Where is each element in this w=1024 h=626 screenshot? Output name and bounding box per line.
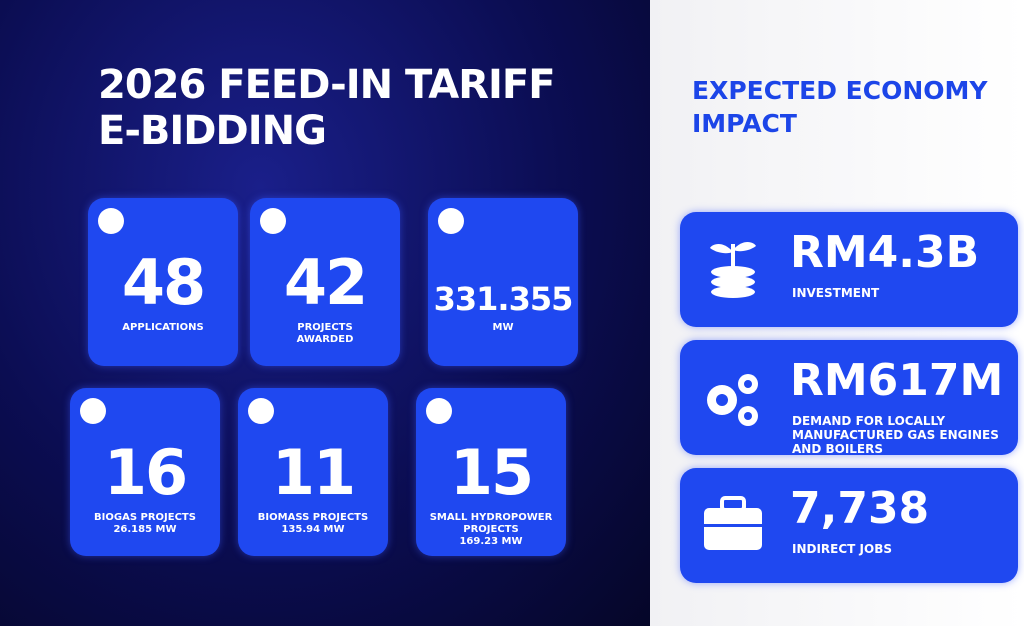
stat-label: SMALL HYDROPOWER PROJECTS 169.23 MW [416, 512, 566, 548]
stat-label: BIOGAS PROJECTS 26.185 MW [70, 512, 220, 536]
impact-label: INDIRECT JOBS [792, 542, 892, 556]
right-panel: EXPECTED ECONOMY IMPACT RM4.3B INVESTMENT… [650, 0, 1024, 626]
label-line: INDIRECT JOBS [792, 542, 892, 556]
impact-value: RM4.3B [790, 227, 980, 278]
stat-card: 16 BIOGAS PROJECTS 26.185 MW [70, 388, 220, 556]
label-line: SMALL HYDROPOWER [429, 512, 553, 523]
label-line: MANUFACTURED GAS ENGINES [792, 428, 999, 442]
label-line: PROJECTS [463, 524, 519, 535]
stat-value: 16 [103, 436, 188, 509]
right-title: EXPECTED ECONOMY IMPACT [692, 74, 988, 140]
left-panel: 2026 FEED-IN TARIFF E-BIDDING 48 APPLICAT… [0, 0, 650, 626]
stat-card: 331.355 MW [428, 198, 578, 366]
card-icon [438, 208, 464, 234]
card-icon [260, 208, 286, 234]
label-line: 169.23 MW [459, 536, 523, 547]
stat-value: 11 [271, 436, 356, 509]
impact-label: DEMAND FOR LOCALLY MANUFACTURED GAS ENGIN… [792, 414, 999, 456]
card-icon [248, 398, 274, 424]
stat-card: 15 SMALL HYDROPOWER PROJECTS 169.23 MW [416, 388, 566, 556]
stat-value: 15 [449, 436, 534, 509]
gears-icon [707, 374, 758, 426]
title-line: EXPECTED ECONOMY [692, 76, 988, 105]
label-line: 26.185 MW [113, 524, 177, 535]
card-icon [80, 398, 106, 424]
title-line: IMPACT [692, 109, 797, 138]
label-line: MW [492, 322, 514, 333]
impact-card: RM4.3B INVESTMENT [680, 212, 1018, 327]
left-title: 2026 FEED-IN TARIFF E-BIDDING [98, 62, 556, 154]
stat-label: PROJECTS AWARDED [250, 322, 400, 346]
label-line: PROJECTS [297, 322, 353, 333]
stat-value: 48 [121, 246, 206, 319]
label-line: BIOGAS PROJECTS [94, 512, 196, 523]
impact-value: RM617M [790, 355, 1004, 406]
stat-card: 42 PROJECTS AWARDED [250, 198, 400, 366]
stat-card: 48 APPLICATIONS [88, 198, 238, 366]
label-line: AWARDED [296, 334, 354, 345]
label-line: BIOMASS PROJECTS [257, 512, 369, 523]
stat-label: BIOMASS PROJECTS 135.94 MW [238, 512, 388, 536]
title-line: 2026 FEED-IN TARIFF [98, 62, 556, 108]
stat-value: 331.355 [433, 280, 574, 318]
impact-value: 7,738 [790, 483, 930, 534]
label-line: APPLICATIONS [122, 322, 204, 333]
title-line: E-BIDDING [98, 108, 327, 154]
label-line: AND BOILERS [792, 442, 884, 456]
stat-card: 11 BIOMASS PROJECTS 135.94 MW [238, 388, 388, 556]
coins-icon [710, 242, 756, 298]
stat-value: 42 [283, 246, 368, 319]
briefcase-icon [704, 496, 762, 550]
label-line: INVESTMENT [792, 286, 880, 300]
impact-card: 7,738 INDIRECT JOBS [680, 468, 1018, 583]
label-line: 135.94 MW [281, 524, 345, 535]
card-icon [426, 398, 452, 424]
label-line: DEMAND FOR LOCALLY [792, 414, 946, 428]
impact-label: INVESTMENT [792, 286, 879, 300]
impact-card: RM617M DEMAND FOR LOCALLY MANUFACTURED GAS… [680, 340, 1018, 456]
stat-label: APPLICATIONS [88, 322, 238, 334]
stat-label: MW [428, 322, 578, 334]
card-icon [98, 208, 124, 234]
